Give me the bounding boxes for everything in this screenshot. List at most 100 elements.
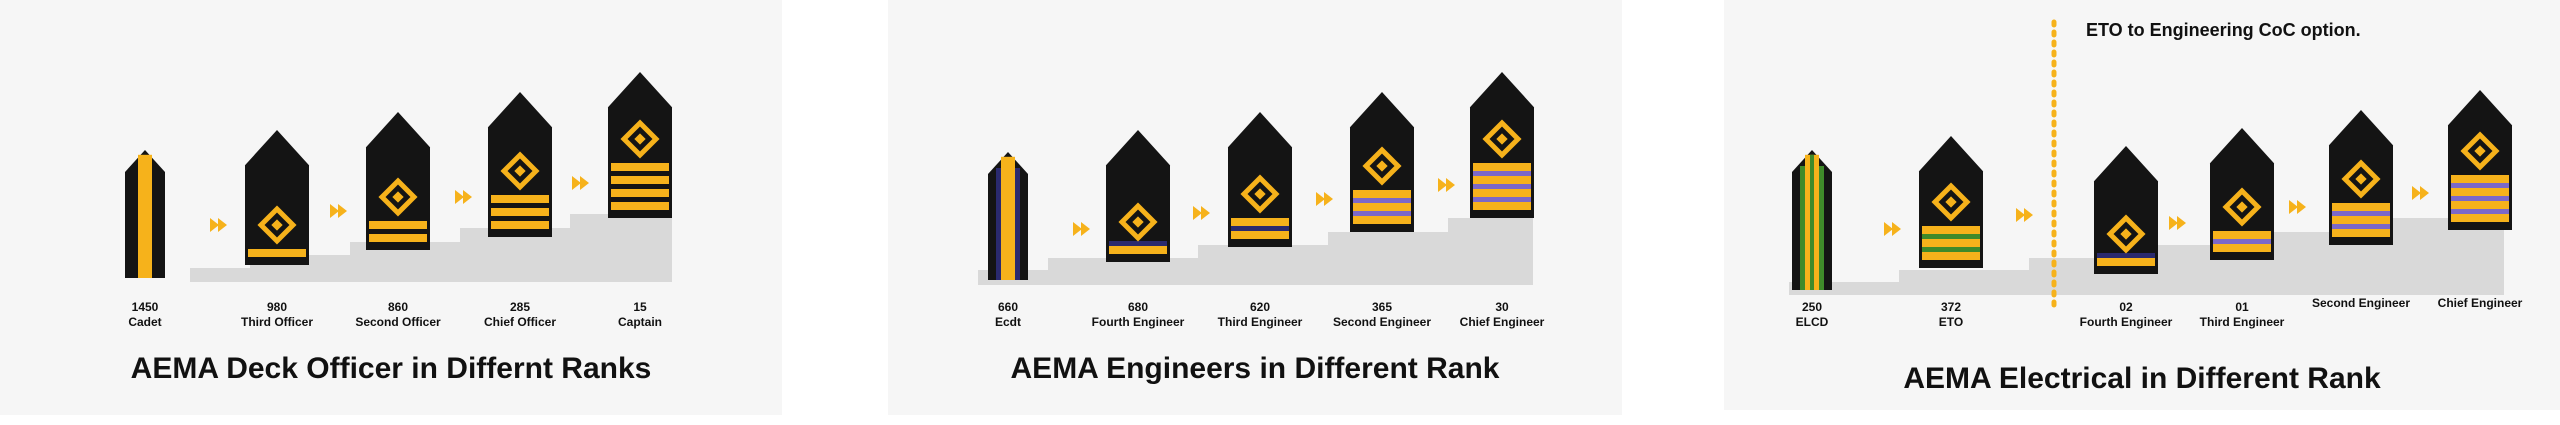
chevron-right-icon — [2169, 216, 2186, 230]
chevron-right-icon — [1193, 206, 1210, 220]
rank-stripe — [611, 176, 669, 184]
rank-stripe-fill — [1922, 247, 1980, 252]
rank-name: Cadet — [128, 315, 162, 329]
rank-stripe-fill — [1231, 226, 1289, 231]
rank-stripe — [1473, 189, 1531, 197]
stair-shape — [978, 218, 1533, 285]
rank-name: Second Officer — [355, 315, 441, 329]
rank-stripe — [2332, 203, 2390, 211]
rank-label: 660 Ecdt — [908, 300, 1108, 330]
rank-stripe — [1353, 203, 1411, 211]
epaulette-chief-engineer — [2448, 90, 2512, 230]
diamond-center — [1945, 196, 1957, 208]
diamond-center — [1376, 160, 1388, 172]
rank-stripe-fill — [2213, 239, 2271, 244]
rank-stripe — [2451, 175, 2509, 183]
rank-stripe — [1922, 239, 1980, 247]
rank-stripe — [2213, 231, 2271, 239]
chevron-right-icon — [1884, 222, 1901, 236]
rank-stripe-fill — [2097, 253, 2155, 258]
rank-stripe — [248, 249, 306, 257]
rank-stripe-fill — [1353, 198, 1411, 203]
rank-name: Third Officer — [240, 315, 313, 329]
diamond-center — [2120, 228, 2132, 240]
panel-engineers: 660 Ecdt 680 Fourth Engineer 620 Third Engine… — [888, 0, 1622, 415]
epaulette-second-officer — [366, 112, 430, 250]
diamond-insignia — [2222, 187, 2262, 227]
rank-name: Third Engineer — [2199, 315, 2285, 329]
rank-label: 02 Fourth Engineer — [2026, 300, 2226, 330]
rank-stripe-fill — [1473, 171, 1531, 176]
rank-count: 01 — [2235, 300, 2249, 314]
rank-stripe-fill — [2451, 183, 2509, 188]
epaulette-board — [245, 130, 309, 265]
rank-stripe — [2332, 216, 2390, 224]
rank-stripe-fill — [2451, 209, 2509, 214]
rank-stripe-fill — [1473, 197, 1531, 202]
rank-stripe — [1473, 163, 1531, 171]
rank-count: 620 — [1249, 300, 1271, 314]
rank-count: 30 — [1495, 300, 1509, 314]
rank-stripe — [1231, 231, 1289, 239]
rank-name: Fourth Engineer — [1091, 315, 1185, 329]
epaulette-board — [2094, 146, 2158, 274]
rank-name: Second Engineer — [2311, 296, 2411, 310]
rank-stripe — [491, 208, 549, 216]
rank-stripe — [1922, 226, 1980, 234]
rank-stripe-fill — [1353, 211, 1411, 216]
rank-stripe — [1353, 190, 1411, 198]
panel-title: AEMA Deck Officer in Differnt Ranks — [130, 352, 652, 385]
diamond-center — [1496, 133, 1508, 145]
diamond-center — [1254, 188, 1266, 200]
rank-label: 980 Third Officer — [177, 300, 377, 330]
rank-label: 250 ELCD — [1712, 300, 1912, 330]
rank-stripe — [1231, 218, 1289, 226]
rank-name: Chief Engineer — [1459, 315, 1545, 329]
rank-stripe — [611, 189, 669, 197]
epaulette-second-engineer — [2329, 110, 2393, 245]
diamond-insignia — [1118, 202, 1158, 242]
rank-label: 620 Third Engineer — [1160, 300, 1360, 330]
panel-title: AEMA Engineers in Different Rank — [1010, 352, 1500, 385]
rank-label: 860 Second Officer — [298, 300, 498, 330]
chevron-right-icon — [1316, 192, 1333, 206]
panel-deck-officers: 1450 Cadet 980 Third Officer 860 Second Offic… — [0, 0, 782, 415]
epaulette-third-engineer — [1228, 112, 1292, 247]
epaulette-elcd — [1792, 150, 1832, 290]
rank-label: 30 Chief Engineer — [1402, 300, 1602, 330]
rank-stripe — [611, 202, 669, 210]
cadet-gold-strip — [138, 154, 152, 278]
chevron-right-icon — [330, 204, 347, 218]
rank-label: Chief Engineer — [2380, 296, 2560, 311]
rank-stripe — [1109, 246, 1167, 254]
rank-count: 15 — [633, 300, 647, 314]
cadet-green-line — [1810, 154, 1814, 290]
rank-stripe-fill — [1922, 234, 1980, 239]
rank-name: Chief Engineer — [2437, 296, 2523, 310]
rank-name: Third Engineer — [1217, 315, 1303, 329]
rank-name: ELCD — [1795, 315, 1829, 329]
rank-stripe — [369, 234, 427, 242]
diamond-insignia — [620, 119, 660, 159]
chevron-right-icon — [2016, 208, 2033, 222]
epaulette-captain — [608, 72, 672, 218]
rank-stripe — [2451, 188, 2509, 196]
rank-name: Captain — [617, 315, 662, 329]
epaulette-second-engineer — [1350, 92, 1414, 232]
diamond-center — [2355, 173, 2367, 185]
rank-stripe-fill — [2451, 196, 2509, 201]
rank-count: 980 — [266, 300, 288, 314]
diamond-insignia — [1362, 146, 1402, 186]
rank-count: 660 — [997, 300, 1019, 314]
diamond-insignia — [500, 151, 540, 191]
diamond-insignia — [1240, 174, 1280, 214]
rank-count: 680 — [1127, 300, 1149, 314]
rank-label: 15 Captain — [540, 300, 740, 330]
rank-stripe — [1473, 202, 1531, 210]
epaulette-cadet — [125, 150, 165, 278]
rank-count: 1450 — [131, 300, 159, 314]
rank-stripe-fill — [1473, 184, 1531, 189]
rank-stripe — [2097, 258, 2155, 266]
rank-count: 250 — [1801, 300, 1823, 314]
rank-name: Second Engineer — [1332, 315, 1432, 329]
